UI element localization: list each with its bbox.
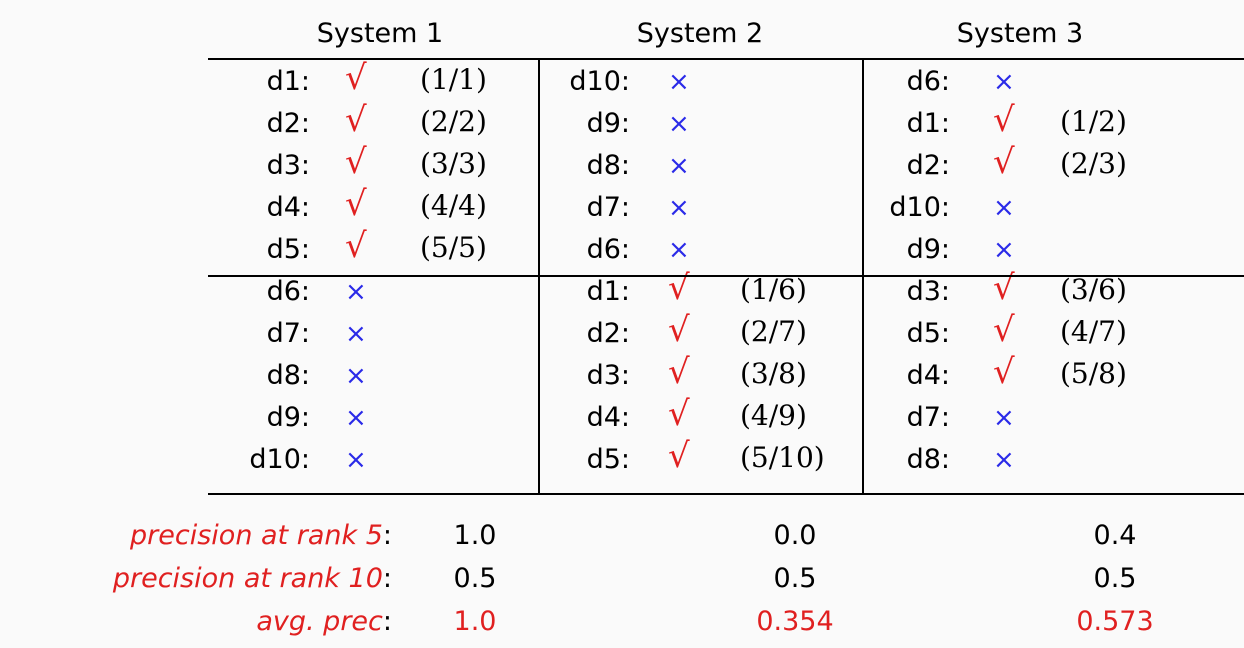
summary-value: 0.573 xyxy=(1076,606,1154,637)
system-header: System 1 xyxy=(316,18,444,49)
doc-id: d3: xyxy=(906,276,950,307)
doc-id: d2: xyxy=(266,108,310,139)
relevant-check-icon: √ xyxy=(993,310,1015,350)
precision-fraction: (3/3) xyxy=(420,147,487,180)
doc-id: d1: xyxy=(586,276,630,307)
precision-fraction: (3/6) xyxy=(1060,273,1127,306)
doc-id: d6: xyxy=(586,234,630,265)
doc-id: d2: xyxy=(586,318,630,349)
precision-fraction: (2/2) xyxy=(420,105,487,138)
precision-fraction: (1/2) xyxy=(1060,105,1127,138)
doc-id: d10: xyxy=(569,66,630,97)
summary-label: precision at rank 10: xyxy=(112,563,392,594)
summary-value: 0.5 xyxy=(453,563,497,594)
relevant-check-icon: √ xyxy=(668,352,690,392)
irrelevant-cross-icon: × xyxy=(668,235,690,265)
doc-id: d9: xyxy=(266,402,310,433)
doc-id: d8: xyxy=(586,150,630,181)
precision-fraction: (4/9) xyxy=(740,399,807,432)
system-header: System 2 xyxy=(636,18,764,49)
doc-id: d1: xyxy=(906,108,950,139)
summary-value: 0.4 xyxy=(1093,520,1137,551)
relevant-check-icon: √ xyxy=(345,226,367,266)
precision-fraction: (2/3) xyxy=(1060,147,1127,180)
doc-id: d4: xyxy=(586,402,630,433)
precision-fraction: (2/7) xyxy=(740,315,807,348)
summary-value: 0.354 xyxy=(756,606,834,637)
irrelevant-cross-icon: × xyxy=(993,235,1015,265)
relevant-check-icon: √ xyxy=(345,184,367,224)
relevant-check-icon: √ xyxy=(993,142,1015,182)
bottom-rule xyxy=(208,493,1244,495)
irrelevant-cross-icon: × xyxy=(993,193,1015,223)
precision-fraction: (5/5) xyxy=(420,231,487,264)
relevant-check-icon: √ xyxy=(668,310,690,350)
doc-id: d4: xyxy=(906,360,950,391)
irrelevant-cross-icon: × xyxy=(345,277,367,307)
relevant-check-icon: √ xyxy=(668,268,690,308)
summary-label: precision at rank 5: xyxy=(130,520,392,551)
doc-id: d5: xyxy=(266,234,310,265)
doc-id: d7: xyxy=(586,192,630,223)
doc-id: d4: xyxy=(266,192,310,223)
precision-fraction: (5/8) xyxy=(1060,357,1127,390)
doc-id: d3: xyxy=(586,360,630,391)
doc-id: d1: xyxy=(266,66,310,97)
summary-value: 0.5 xyxy=(773,563,817,594)
precision-fraction: (1/6) xyxy=(740,273,807,306)
relevant-check-icon: √ xyxy=(993,268,1015,308)
irrelevant-cross-icon: × xyxy=(993,445,1015,475)
col-divider-2 xyxy=(862,58,864,494)
relevant-check-icon: √ xyxy=(993,100,1015,140)
top-rule xyxy=(208,58,1244,60)
relevant-check-icon: √ xyxy=(668,394,690,434)
doc-id: d10: xyxy=(249,444,310,475)
doc-id: d9: xyxy=(906,234,950,265)
doc-id: d6: xyxy=(906,66,950,97)
summary-value: 1.0 xyxy=(453,520,497,551)
irrelevant-cross-icon: × xyxy=(345,445,367,475)
doc-id: d7: xyxy=(266,318,310,349)
relevant-check-icon: √ xyxy=(345,58,367,98)
doc-id: d5: xyxy=(586,444,630,475)
precision-fraction: (4/7) xyxy=(1060,315,1127,348)
doc-id: d8: xyxy=(906,444,950,475)
doc-id: d7: xyxy=(906,402,950,433)
irrelevant-cross-icon: × xyxy=(668,67,690,97)
summary-label: avg. prec: xyxy=(256,606,392,637)
precision-fraction: (5/10) xyxy=(740,441,825,474)
doc-id: d5: xyxy=(906,318,950,349)
precision-fraction: (1/1) xyxy=(420,63,487,96)
relevant-check-icon: √ xyxy=(345,142,367,182)
precision-fraction: (4/4) xyxy=(420,189,487,222)
irrelevant-cross-icon: × xyxy=(345,319,367,349)
irrelevant-cross-icon: × xyxy=(668,193,690,223)
doc-id: d2: xyxy=(906,150,950,181)
irrelevant-cross-icon: × xyxy=(668,109,690,139)
doc-id: d10: xyxy=(889,192,950,223)
irrelevant-cross-icon: × xyxy=(993,403,1015,433)
doc-id: d3: xyxy=(266,150,310,181)
doc-id: d6: xyxy=(266,276,310,307)
precision-fraction: (3/8) xyxy=(740,357,807,390)
summary-value: 0.0 xyxy=(773,520,817,551)
relevant-check-icon: √ xyxy=(993,352,1015,392)
relevant-check-icon: √ xyxy=(345,100,367,140)
system-header: System 3 xyxy=(956,18,1084,49)
summary-value: 1.0 xyxy=(453,606,497,637)
col-divider-1 xyxy=(538,58,540,494)
irrelevant-cross-icon: × xyxy=(993,67,1015,97)
irrelevant-cross-icon: × xyxy=(345,403,367,433)
irrelevant-cross-icon: × xyxy=(345,361,367,391)
irrelevant-cross-icon: × xyxy=(668,151,690,181)
doc-id: d9: xyxy=(586,108,630,139)
mid-rule xyxy=(208,275,1244,277)
relevant-check-icon: √ xyxy=(668,436,690,476)
doc-id: d8: xyxy=(266,360,310,391)
summary-value: 0.5 xyxy=(1093,563,1137,594)
